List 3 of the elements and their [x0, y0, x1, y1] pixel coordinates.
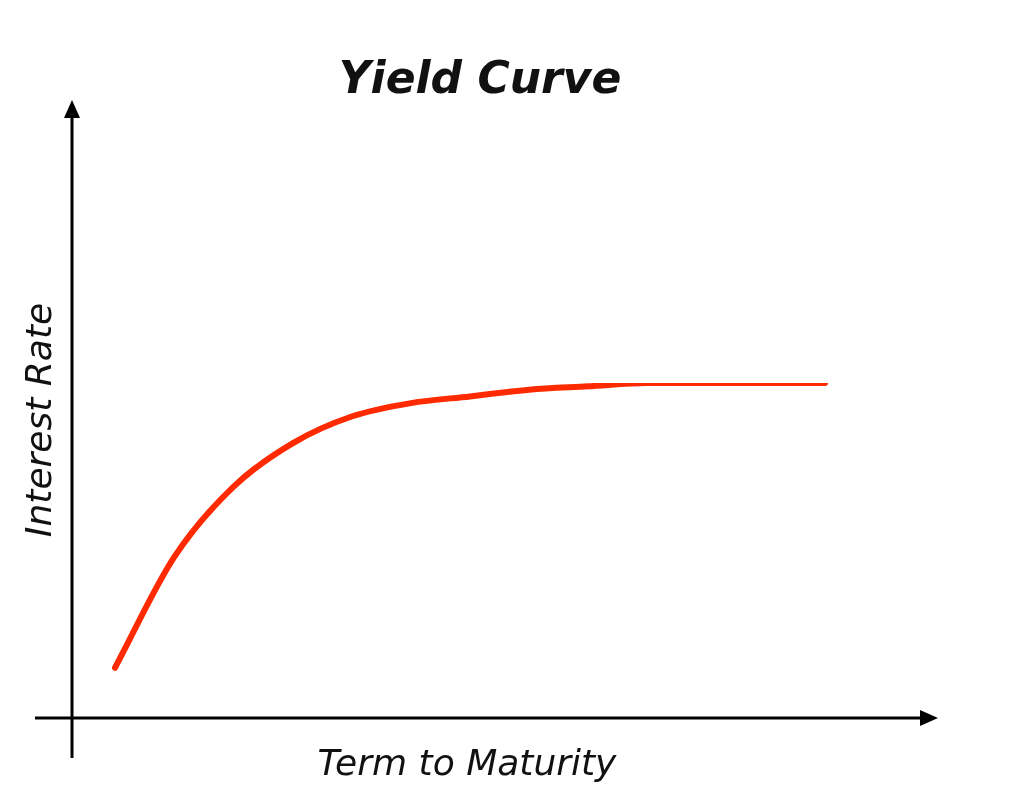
x-axis-title: Term to Maturity: [317, 742, 617, 783]
chart-title: Yield Curve: [338, 52, 622, 103]
y-axis-title: Interest Rate: [17, 302, 59, 538]
